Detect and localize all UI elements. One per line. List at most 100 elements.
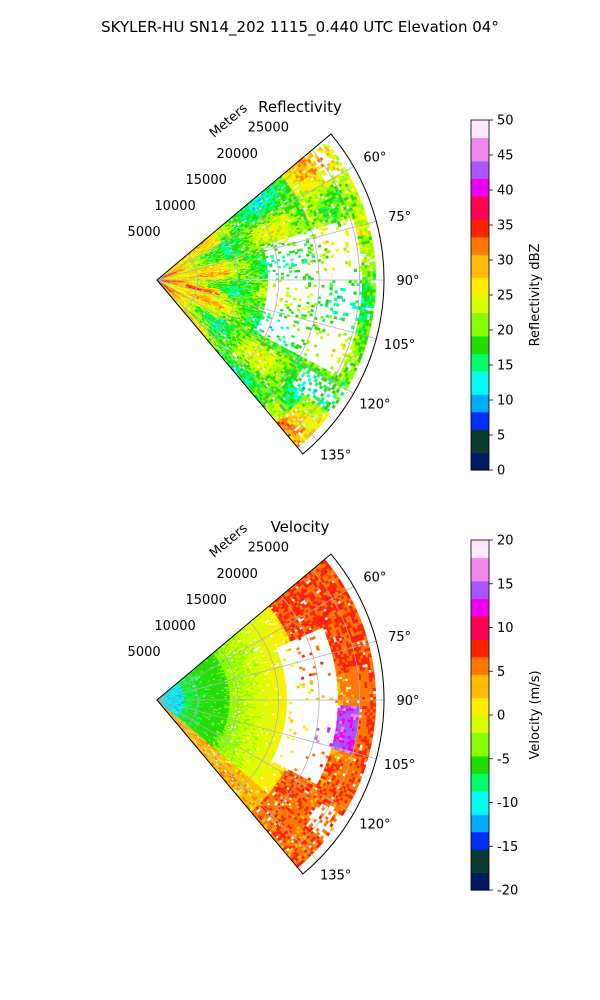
data-cell xyxy=(211,278,214,279)
data-cell xyxy=(249,277,252,278)
data-cell xyxy=(271,329,274,332)
data-cell xyxy=(256,292,259,294)
data-cell xyxy=(286,307,289,309)
data-cell xyxy=(285,343,288,346)
data-cell xyxy=(203,285,206,286)
data-cell xyxy=(291,311,294,314)
data-cell xyxy=(293,298,296,300)
data-cell xyxy=(286,238,289,241)
data-cell xyxy=(278,251,281,253)
data-cell xyxy=(273,270,276,272)
data-cell xyxy=(292,250,295,253)
data-cell xyxy=(229,269,232,270)
data-cell xyxy=(265,282,268,284)
data-cell xyxy=(211,281,214,282)
data-cell xyxy=(294,264,297,266)
data-cell xyxy=(271,257,274,259)
data-cell xyxy=(289,271,292,273)
data-cell xyxy=(291,259,294,261)
data-cell xyxy=(289,267,292,269)
data-cell xyxy=(298,255,301,257)
data-cell xyxy=(290,303,293,305)
data-cell xyxy=(295,276,298,278)
data-cell xyxy=(295,252,298,255)
data-cell xyxy=(282,336,285,339)
data-cell xyxy=(227,285,230,286)
data-cell xyxy=(184,281,187,282)
data-cell xyxy=(246,272,249,274)
data-cell xyxy=(286,263,289,265)
data-cell xyxy=(283,260,286,262)
data-cell xyxy=(242,265,245,267)
data-cell xyxy=(270,265,273,267)
data-cell xyxy=(281,273,284,275)
data-cell xyxy=(232,267,235,269)
data-cell xyxy=(293,325,296,328)
data-cell xyxy=(284,316,287,319)
data-cell xyxy=(281,277,284,279)
data-cell xyxy=(264,293,267,295)
data-cell xyxy=(295,270,298,272)
data-cell xyxy=(273,284,276,286)
data-cell xyxy=(299,299,302,301)
data-cell xyxy=(261,330,264,333)
data-cell xyxy=(268,335,271,338)
data-cell xyxy=(205,284,208,285)
data-cell xyxy=(283,340,286,343)
data-cell xyxy=(282,256,285,258)
data-cell xyxy=(252,277,255,278)
data-cell xyxy=(265,277,268,279)
data-cell xyxy=(295,288,298,290)
data-cell xyxy=(243,278,246,279)
data-cell xyxy=(211,286,214,287)
data-cell xyxy=(213,270,216,271)
data-cell xyxy=(259,288,262,290)
data-cell xyxy=(284,240,287,243)
data-cell xyxy=(259,273,262,275)
data-cell xyxy=(192,281,195,282)
data-cell xyxy=(286,327,289,330)
data-cell xyxy=(243,269,246,271)
data-cell xyxy=(289,309,292,312)
data-cell xyxy=(297,309,300,312)
reflectivity-panel: Reflectivity500010000150002000025000Mete… xyxy=(128,98,543,479)
data-cell xyxy=(221,269,224,270)
data-cell xyxy=(288,295,291,297)
data-cell xyxy=(184,283,187,284)
data-cell xyxy=(265,256,268,258)
data-cell xyxy=(272,260,275,262)
data-cell xyxy=(291,265,294,267)
data-cell xyxy=(252,282,255,283)
data-cell xyxy=(214,278,217,279)
data-cell xyxy=(263,311,266,313)
data-cell xyxy=(189,282,192,283)
data-cell xyxy=(277,335,280,338)
data-cell xyxy=(283,265,286,267)
data-cell xyxy=(278,242,281,245)
data-cell xyxy=(280,300,283,302)
data-cell xyxy=(282,243,285,246)
data-cell xyxy=(222,285,225,286)
reflectivity-field xyxy=(157,143,376,447)
data-cell xyxy=(280,327,283,330)
data-cell xyxy=(208,287,211,288)
data-cell xyxy=(254,277,257,279)
data-cell xyxy=(216,270,219,271)
data-cell xyxy=(257,277,260,279)
data-cell xyxy=(187,282,190,283)
data-cell xyxy=(249,283,252,284)
data-cell xyxy=(286,295,289,297)
data-cell xyxy=(278,338,281,341)
data-cell xyxy=(286,288,289,290)
data-cell xyxy=(241,276,244,277)
data-cell xyxy=(297,270,300,272)
data-cell xyxy=(266,319,269,322)
data-cell xyxy=(248,289,251,291)
data-cell xyxy=(298,305,301,308)
data-cell xyxy=(273,285,276,287)
data-cell xyxy=(287,275,290,277)
data-cell xyxy=(267,271,270,273)
panel-title: Reflectivity xyxy=(258,98,342,116)
data-cell xyxy=(241,278,244,279)
